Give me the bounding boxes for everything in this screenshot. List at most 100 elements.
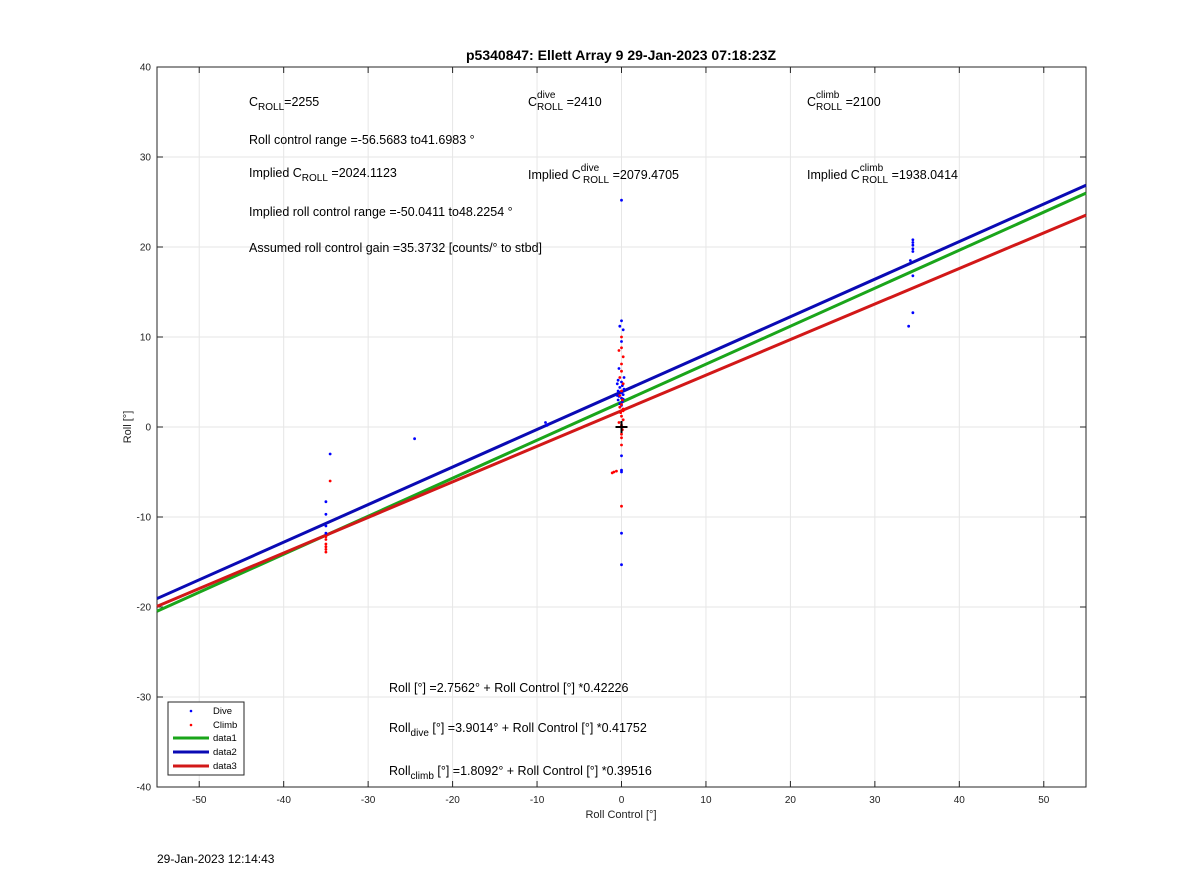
implied-c-climb: Implied Cclimb ROLL =1938.0414 [807,163,958,186]
y-tick-label: 30 [140,153,152,164]
point-dive [324,512,328,516]
legend-dive-label: Dive [213,706,232,717]
legend-data1-label: data1 [213,733,237,744]
y-tick-label: 40 [140,63,152,74]
equation-climb: Rollclimb [°] =1.8092° + Roll Control [°… [389,764,652,782]
point-dive [616,398,620,402]
assumed-gain: Assumed roll control gain =35.3732 [coun… [249,241,542,255]
x-tick-label: 30 [869,795,881,806]
point-climb [620,362,623,366]
x-tick-label: -10 [530,795,545,806]
x-tick-label: 40 [954,795,966,806]
x-tick-label: 0 [619,795,625,806]
x-tick-label: -20 [445,795,460,806]
point-climb [620,504,623,508]
point-dive [908,259,912,262]
point-dive [621,328,625,332]
y-tick-label: 10 [140,333,152,344]
point-climb [324,538,328,541]
equation-all: Roll [°] =2.7562° + Roll Control [°] *0.… [389,681,628,695]
point-climb [620,369,623,373]
point-dive [622,387,626,391]
point-dive [617,367,621,370]
point-climb [324,548,328,551]
y-tick-label: 0 [145,423,151,434]
point-dive [618,386,622,389]
point-climb [618,405,622,409]
legend: Dive Climb data1 data2 data3 [167,701,245,776]
point-dive [911,250,915,253]
point-dive [911,238,915,242]
point-dive [911,241,915,244]
implied-roll-control-range: Implied roll control range =-50.0411 to4… [249,205,513,219]
point-climb [620,346,623,350]
implied-c-dive: Implied Cdive ROLL =2079.4705 [528,163,679,186]
point-dive [615,394,619,397]
point-dive [413,437,416,441]
point-dive [911,311,915,315]
point-climb [620,414,623,418]
x-tick-label: 10 [700,795,712,806]
chart-title: p5340847: Ellett Array 9 29-Jan-2023 07:… [466,47,776,63]
y-axis-label: Roll [°] [122,411,134,444]
plot-area [156,66,1087,788]
point-dive [622,376,626,379]
point-climb [621,418,625,422]
point-dive [616,378,620,382]
point-climb [620,398,624,402]
point-dive [324,531,328,535]
c-climb-annotation: Cclimb ROLL =2100 [807,90,881,113]
legend-climb-marker [189,723,193,727]
point-climb [610,471,614,475]
print-timestamp: 29-Jan-2023 12:14:43 [157,852,275,866]
x-tick-label: 20 [785,795,797,806]
x-tick-label: 50 [1038,795,1050,806]
point-dive [620,198,623,202]
x-tick-label: -30 [361,795,376,806]
point-dive [911,243,915,247]
point-dive [328,452,332,456]
point-climb [620,432,623,436]
point-climb [621,409,625,413]
point-climb [324,535,328,539]
point-dive [620,380,623,384]
legend-data3-label: data3 [213,761,237,772]
point-climb [620,443,623,447]
y-tick-label: -30 [137,693,152,704]
point-dive [911,247,915,251]
x-tick-label: -50 [192,795,207,806]
implied-c-roll: Implied CROLL =2024.1123 [249,166,397,184]
legend-data2-label: data2 [213,747,237,758]
point-climb [620,389,623,393]
point-dive [620,563,623,567]
c-roll-annotation: CROLL=2255 [249,95,319,113]
point-dive [544,421,547,424]
point-dive [615,382,619,386]
point-climb [617,349,621,352]
y-tick-label: 20 [140,243,152,254]
point-climb [621,382,625,386]
point-dive [324,500,328,504]
y-tick-label: -20 [137,603,152,614]
point-dive [911,274,915,278]
legend-climb-label: Climb [213,720,237,731]
x-tick-label: -40 [276,795,291,806]
equation-dive: Rolldive [°] =3.9014° + Roll Control [°]… [389,721,647,739]
point-dive [620,454,623,458]
point-dive [620,470,623,474]
point-climb [617,421,621,424]
point-dive [621,393,625,396]
point-climb [618,376,622,379]
point-climb [618,394,622,397]
point-climb [328,479,332,483]
fit-line-data3 [156,213,1087,608]
point-climb [619,411,623,414]
point-climb [620,335,623,339]
legend-dive-marker [189,709,193,713]
point-dive [620,319,623,323]
roll-control-range: Roll control range =-56.5683 to41.6983 ° [249,133,475,147]
point-climb [324,542,328,546]
point-climb [615,469,618,473]
point-climb [620,403,623,406]
